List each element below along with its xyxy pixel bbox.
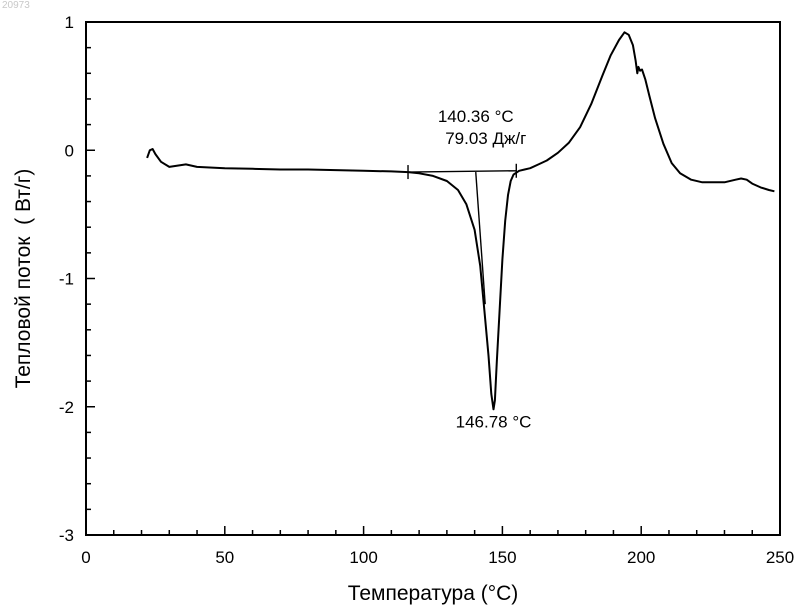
- axis-ticks: [86, 22, 780, 535]
- x-tick-label: 0: [81, 548, 90, 567]
- x-tick-label: 100: [349, 548, 377, 567]
- data-layer: [147, 32, 774, 409]
- annotation-peak_temp: 146.78 °C: [456, 412, 532, 431]
- y-tick-label: -2: [59, 398, 74, 417]
- y-tick-label: 0: [65, 141, 74, 160]
- x-axis-title: Температура (°C): [348, 582, 519, 605]
- text-layer: 0 50 100 150 200 250 1 0 -1 -2 -3 Температура (°C) Т…: [12, 13, 794, 605]
- plot-frame: [86, 22, 780, 535]
- x-tick-label: 50: [215, 548, 234, 567]
- onset-tangent-line: [476, 172, 485, 304]
- dsc-curve-series-0: [147, 32, 774, 409]
- annotation-enthalpy: 79.03 Дж/г: [445, 129, 526, 148]
- y-tick-label: 1: [65, 13, 74, 32]
- plot-border: [86, 22, 780, 535]
- x-tick-label: 150: [488, 548, 516, 567]
- x-tick-label: 250: [766, 548, 794, 567]
- y-tick-label: -3: [59, 526, 74, 545]
- y-axis-title: Тепловой поток ( Вт/г): [12, 169, 35, 389]
- annotation-onset_temp: 140.36 °C: [438, 107, 514, 126]
- y-tick-label: -1: [59, 270, 74, 289]
- integration-baseline: [408, 171, 516, 172]
- x-tick-label: 200: [627, 548, 655, 567]
